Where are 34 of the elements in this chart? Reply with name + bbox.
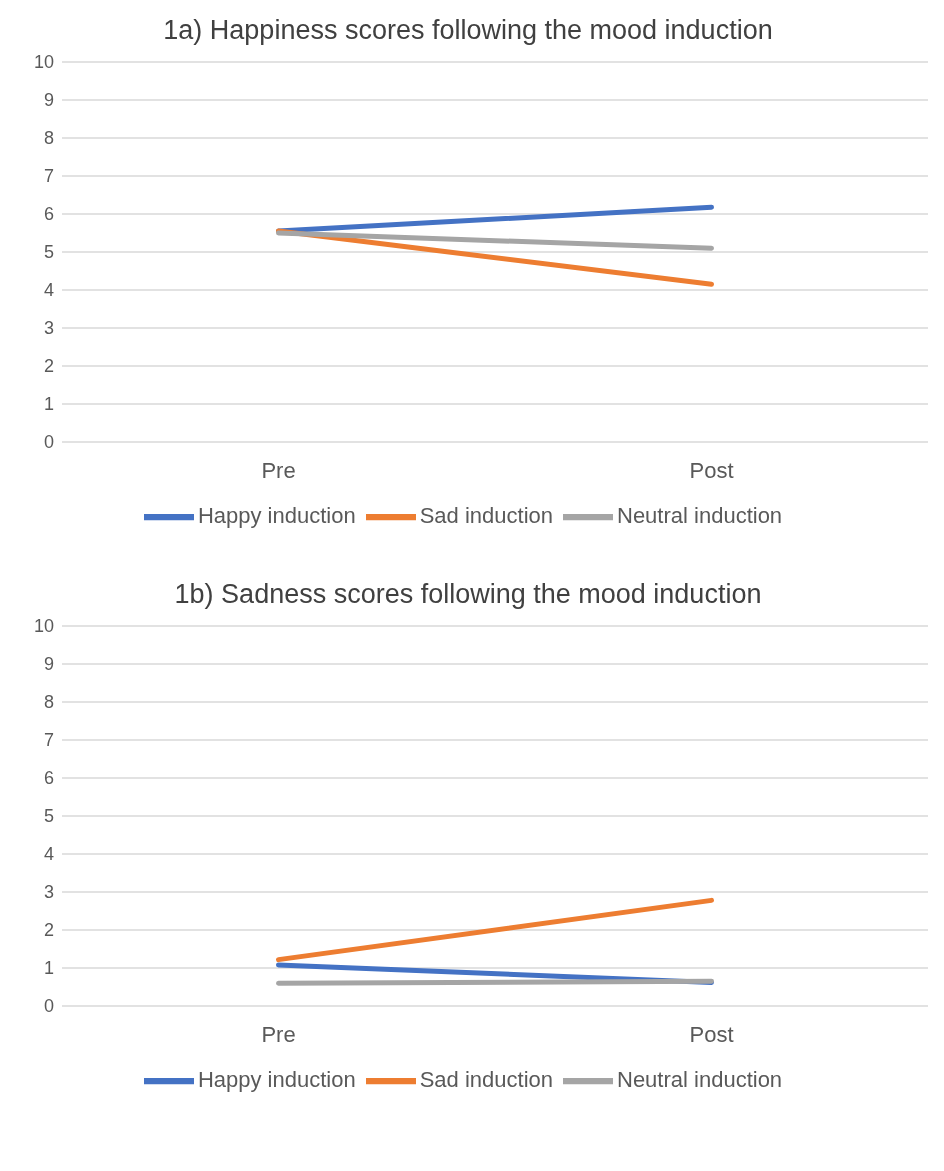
y-tick-label: 9 <box>43 654 54 675</box>
legend-label: Happy induction <box>197 502 356 528</box>
legend-label: Happy induction <box>197 1066 356 1092</box>
y-tick-label: 2 <box>43 920 54 941</box>
y-tick-label: 0 <box>43 996 54 1017</box>
y-tick-label: 1 <box>43 394 54 415</box>
y-tick-label: 8 <box>43 692 54 713</box>
y-tick-label: 3 <box>43 318 54 339</box>
y-tick-label: 3 <box>43 882 54 903</box>
y-tick-label: 8 <box>43 128 54 149</box>
x-tick-label: Pre <box>261 1021 296 1047</box>
x-tick-label: Pre <box>261 457 296 483</box>
y-tick-label: 0 <box>43 432 54 453</box>
chart-title: 1b) Sadness scores following the mood induction <box>173 578 763 611</box>
y-tick-label: 1 <box>43 958 54 979</box>
legend-label: Neutral induction <box>617 1066 783 1092</box>
legend-label: Sad induction <box>419 1066 553 1092</box>
y-tick-label: 5 <box>43 242 54 263</box>
y-tick-label: 4 <box>43 844 54 865</box>
y-tick-label: 7 <box>43 730 54 751</box>
legend-label: Sad induction <box>419 502 553 528</box>
chart-title: 1a) Happiness scores following the mood induction <box>162 14 774 47</box>
x-tick-label: Post <box>689 457 734 483</box>
legend-label: Neutral induction <box>617 502 783 528</box>
y-tick-label: 6 <box>43 768 54 789</box>
y-tick-label: 5 <box>43 806 54 827</box>
y-tick-label: 10 <box>33 52 54 73</box>
y-tick-label: 6 <box>43 204 54 225</box>
y-tick-label: 7 <box>43 166 54 187</box>
y-tick-label: 4 <box>43 280 54 301</box>
y-tick-label: 10 <box>33 616 54 637</box>
y-tick-label: 2 <box>43 356 54 377</box>
y-tick-label: 9 <box>43 90 54 111</box>
x-tick-label: Post <box>689 1021 734 1047</box>
